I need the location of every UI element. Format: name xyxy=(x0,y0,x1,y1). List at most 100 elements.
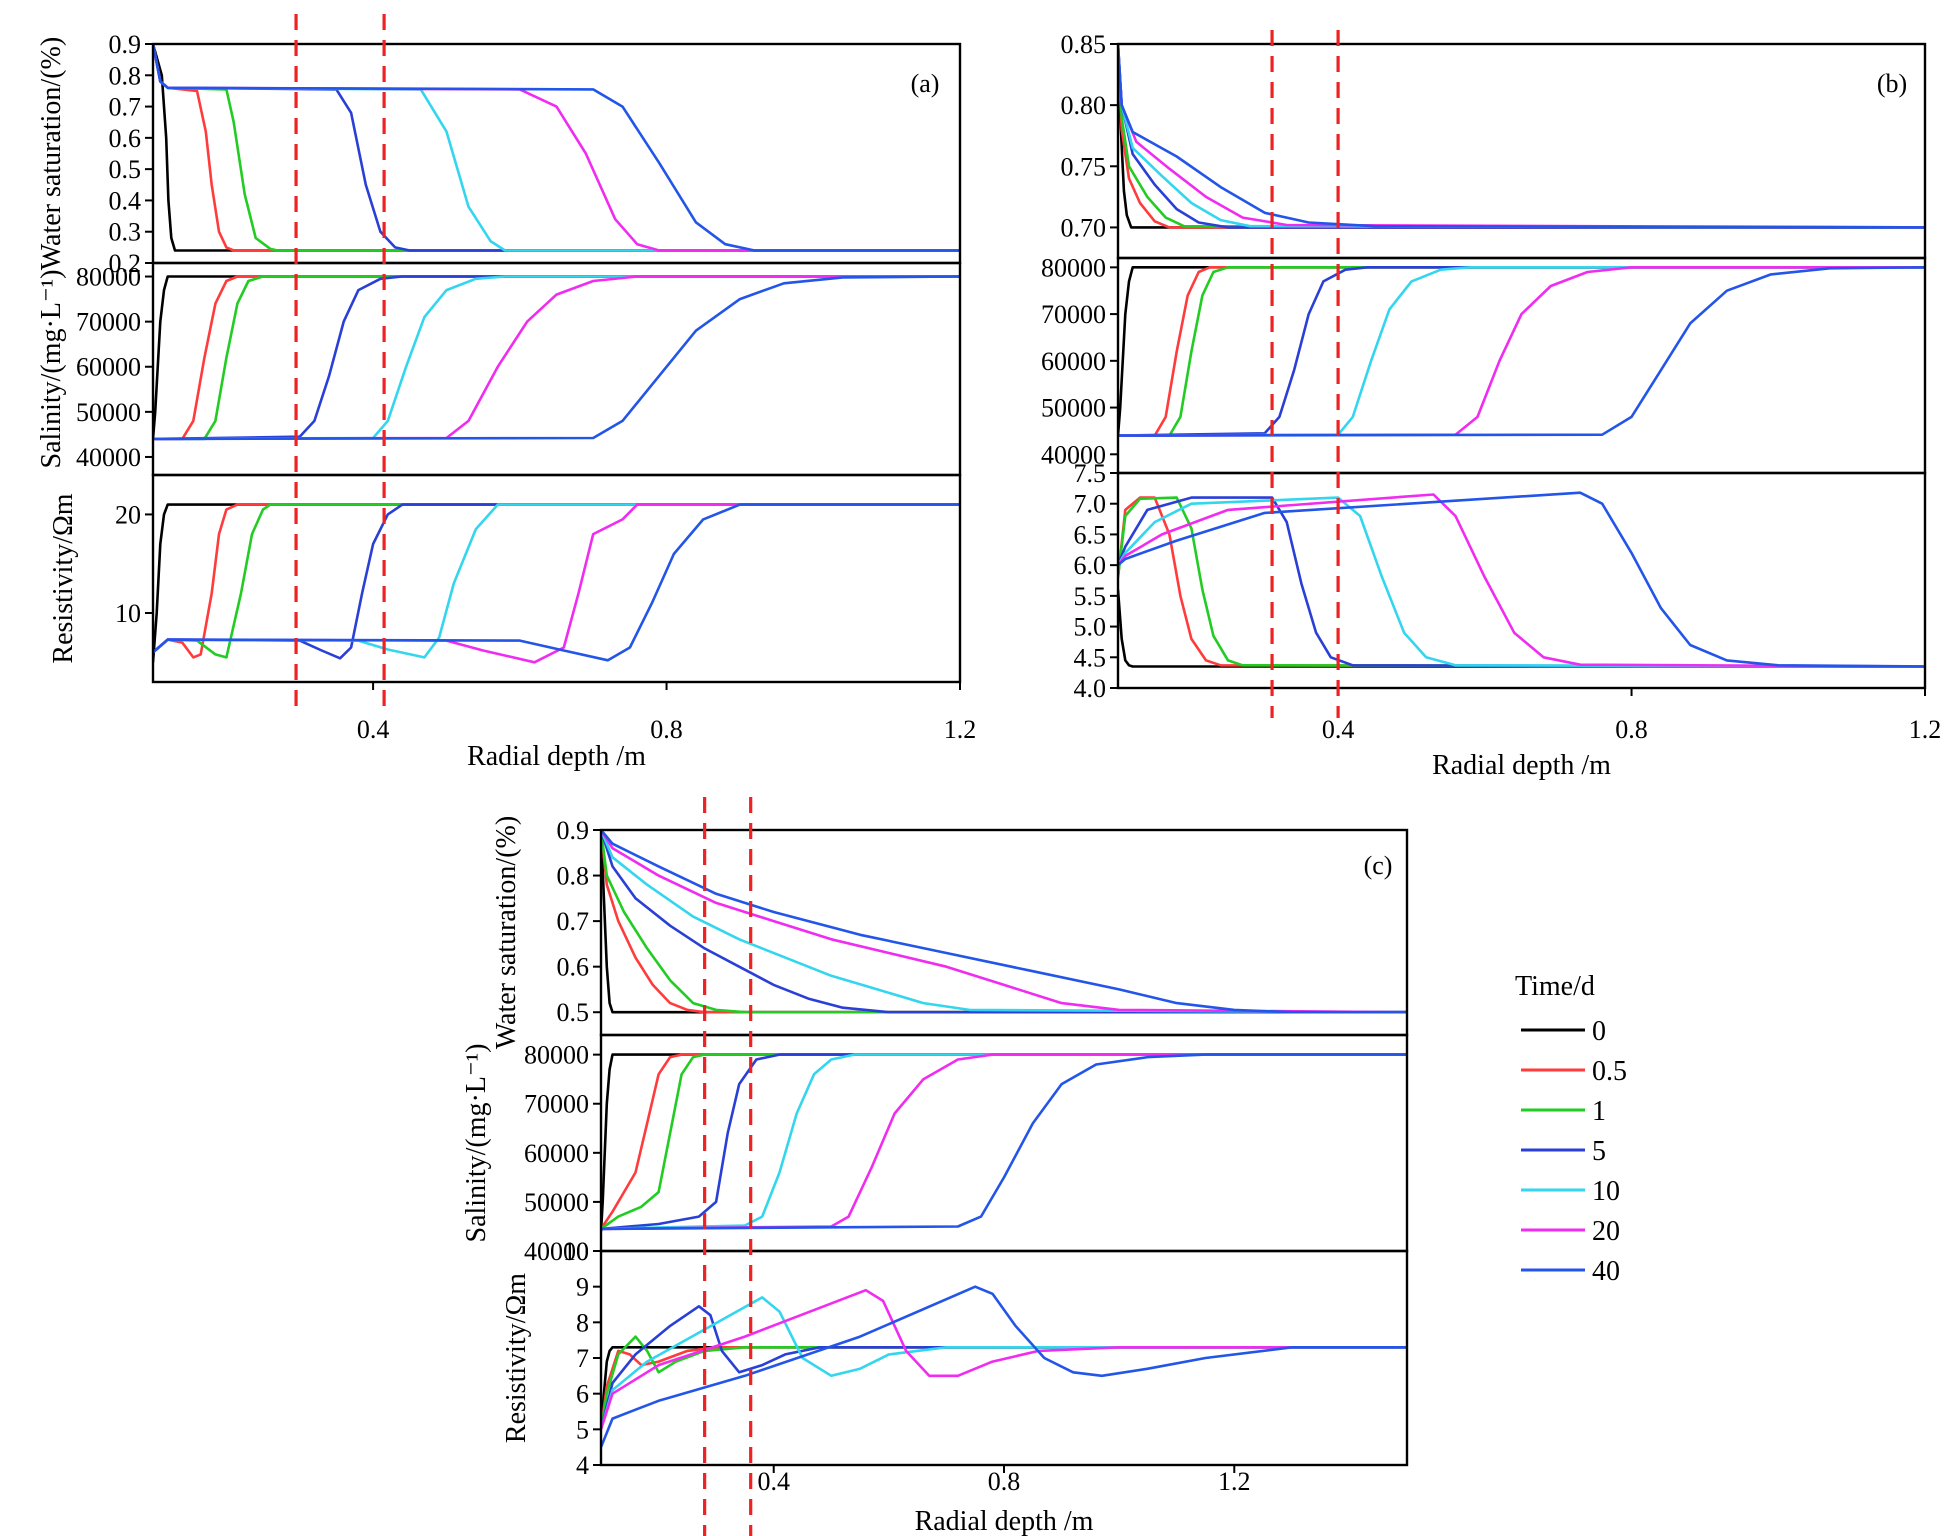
series-line-0.5d xyxy=(601,830,1407,1014)
y-tick-label: 0.80 xyxy=(1061,91,1107,120)
y-tick-label: 70000 xyxy=(76,308,141,337)
y-tick-label: 0.8 xyxy=(557,862,590,891)
y-tick-label: 0.70 xyxy=(1061,213,1107,242)
y-tick-label: 70000 xyxy=(1041,300,1106,329)
plot-frame xyxy=(1116,256,1927,475)
plot-frame xyxy=(151,42,962,265)
y-tick-label: 0.7 xyxy=(557,907,590,936)
series-line-1d xyxy=(1118,496,1925,668)
y-tick-label: 10 xyxy=(115,599,141,628)
series-line-10d xyxy=(153,275,960,441)
series-line-20d xyxy=(1118,266,1925,437)
y-tick-label: 7.0 xyxy=(1074,490,1107,519)
y-tick-label: 40000 xyxy=(76,443,141,472)
y-tick-label: 9 xyxy=(576,1273,589,1302)
legend: Time/d 0 0.5 1 5 10 20 40 xyxy=(1515,971,1627,1287)
y-tick-label: 4 xyxy=(576,1451,589,1480)
y-tick-label: 70000 xyxy=(524,1090,589,1119)
series-line-40d xyxy=(601,1053,1407,1231)
series-line-40d xyxy=(1118,266,1925,437)
legend-item: 5 xyxy=(1521,1136,1606,1167)
series-line-40d xyxy=(1118,491,1925,668)
legend-item: 1 xyxy=(1521,1096,1606,1127)
legend-item: 0.5 xyxy=(1521,1056,1627,1087)
y-tick-label: 5 xyxy=(576,1415,589,1444)
series-line-10d xyxy=(153,503,960,659)
y-tick-label: 80000 xyxy=(76,263,141,292)
series-line-5d xyxy=(601,1053,1407,1231)
series-line-20d xyxy=(153,44,960,252)
series-line-10d xyxy=(1118,266,1925,437)
series-line-0d xyxy=(153,275,960,440)
y-tick-label: 80000 xyxy=(524,1041,589,1070)
series-line-5d xyxy=(153,503,960,660)
series-line-5d xyxy=(1118,44,1925,229)
y-tick-label: 8 xyxy=(576,1308,589,1337)
y-tick-label: 0.5 xyxy=(557,998,590,1027)
y-axis-title: Salinity/(mg·L⁻¹) xyxy=(461,1044,492,1243)
panel-b: 0.70 0.75 0.80 0.85 40000 50000 60000 70000 8000… xyxy=(1041,30,1941,781)
y-axis-title: Water saturation/(%) xyxy=(36,37,67,270)
y-tick-label: 4.0 xyxy=(1074,674,1107,703)
y-tick-label: 6 xyxy=(576,1380,589,1409)
x-tick-label: 0.8 xyxy=(1615,715,1648,744)
series-line-1d xyxy=(153,503,960,659)
panel-tag: (b) xyxy=(1877,69,1907,98)
y-axis-title: Salinity/(mg·L⁻¹) xyxy=(36,270,67,469)
y-tick-label: 0.5 xyxy=(109,155,142,184)
series-line-10d xyxy=(153,44,960,252)
series-line-0.5d xyxy=(1118,496,1925,668)
y-tick-label: 6.5 xyxy=(1074,520,1107,549)
panel-tag: (a) xyxy=(911,69,940,98)
y-tick-label: 60000 xyxy=(1041,347,1106,376)
y-tick-label: 40000 xyxy=(1041,440,1106,469)
y-tick-label: 5.0 xyxy=(1074,613,1107,642)
y-tick-label: 20 xyxy=(115,500,141,529)
series-line-1d xyxy=(601,1335,1407,1430)
legend-item: 40 xyxy=(1521,1256,1620,1287)
series-line-10d xyxy=(601,1053,1407,1231)
subplot-3: 4.04.55.05.56.06.57.07.5 xyxy=(1074,459,1927,703)
series-line-1d xyxy=(1118,266,1925,437)
series-line-5d xyxy=(153,44,960,252)
x-tick-label: 1.2 xyxy=(944,715,977,744)
plot-frame xyxy=(599,1033,1409,1253)
series-line-1d xyxy=(1118,50,1925,229)
y-tick-label: 0.6 xyxy=(557,953,590,982)
series-line-0.5d xyxy=(1118,50,1925,229)
y-tick-label: 50000 xyxy=(1041,394,1106,423)
series-line-0.5d xyxy=(153,503,960,659)
series-line-40d xyxy=(153,503,960,662)
subplot-1: 0.5 0.6 0.7 0.8 0.9 Water saturation/(%) xyxy=(491,816,1409,1049)
series-line-10d xyxy=(601,830,1407,1014)
series-line-0d xyxy=(1118,589,1925,668)
series-line-0.5d xyxy=(153,44,960,252)
series-line-0.5d xyxy=(153,275,960,441)
x-axis-title: Radial depth /m xyxy=(1432,750,1611,781)
series-line-40d xyxy=(153,275,960,441)
x-tick-label: 0.4 xyxy=(757,1467,790,1496)
panel-tag: (c) xyxy=(1364,851,1393,880)
series-line-1d xyxy=(153,275,960,441)
series-line-40d xyxy=(601,1285,1407,1448)
subplot-3: 10 20 Resistivity/Ωm xyxy=(48,473,962,684)
y-tick-label: 6.0 xyxy=(1074,551,1107,580)
series-line-20d xyxy=(1118,493,1925,668)
series-line-1d xyxy=(153,44,960,252)
y-tick-label: 0.9 xyxy=(557,816,590,845)
x-tick-label: 0.8 xyxy=(650,715,683,744)
series-line-10d xyxy=(601,1296,1407,1430)
y-tick-label: 0.3 xyxy=(109,218,142,247)
y-tick-label: 0.8 xyxy=(109,61,142,90)
series-line-40d xyxy=(1118,44,1925,229)
series-line-40d xyxy=(601,830,1407,1014)
y-tick-label: 0.6 xyxy=(109,124,142,153)
y-tick-label: 0.75 xyxy=(1061,152,1107,181)
x-axis-title: Radial depth /m xyxy=(915,1506,1094,1536)
x-axis-title: Radial depth /m xyxy=(467,741,646,772)
legend-label: 10 xyxy=(1592,1176,1620,1207)
y-tick-label: 5.5 xyxy=(1074,582,1107,611)
plot-frame xyxy=(151,473,962,684)
x-tick-label: 1.2 xyxy=(1218,1467,1251,1496)
